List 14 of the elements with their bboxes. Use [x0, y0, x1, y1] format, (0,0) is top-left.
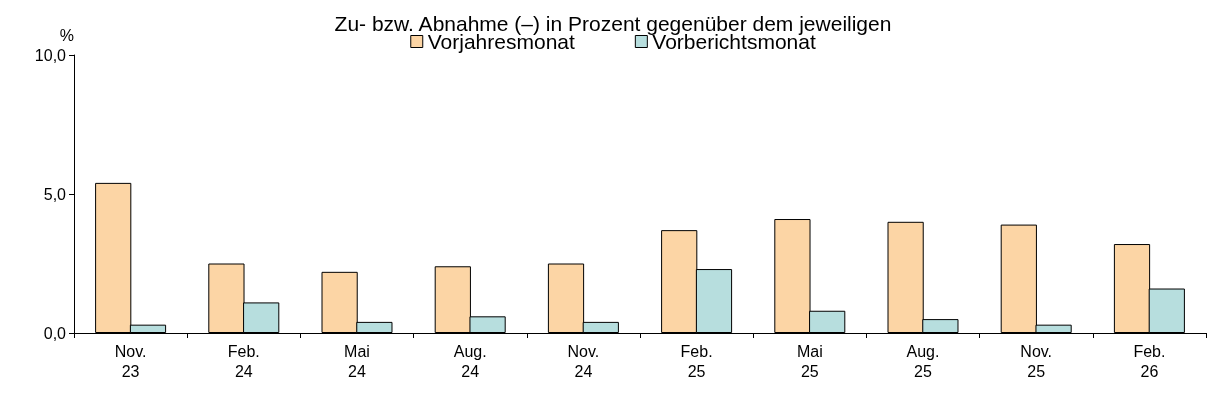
x-tick-label: Feb. 25	[680, 342, 713, 380]
y-tick-label: 0,0	[43, 324, 67, 342]
y-tick-label: 5,0	[43, 185, 67, 203]
x-tick-label: Mai 24	[344, 342, 370, 380]
x-tick-label: Aug. 24	[453, 342, 487, 380]
y-tick-label: 10,0	[34, 46, 67, 64]
x-tick-label: Mai 25	[796, 342, 823, 380]
x-tick-label: Feb. 26	[1133, 342, 1166, 380]
x-tick-label: Aug. 25	[906, 342, 940, 380]
x-tick-label: Nov. 24	[567, 342, 600, 380]
x-tick-label: Feb. 24	[227, 342, 260, 380]
y-axis-title: %	[59, 26, 74, 44]
x-tick-label: Nov. 25	[1020, 342, 1053, 380]
x-tick-label: Nov. 23	[114, 342, 147, 380]
